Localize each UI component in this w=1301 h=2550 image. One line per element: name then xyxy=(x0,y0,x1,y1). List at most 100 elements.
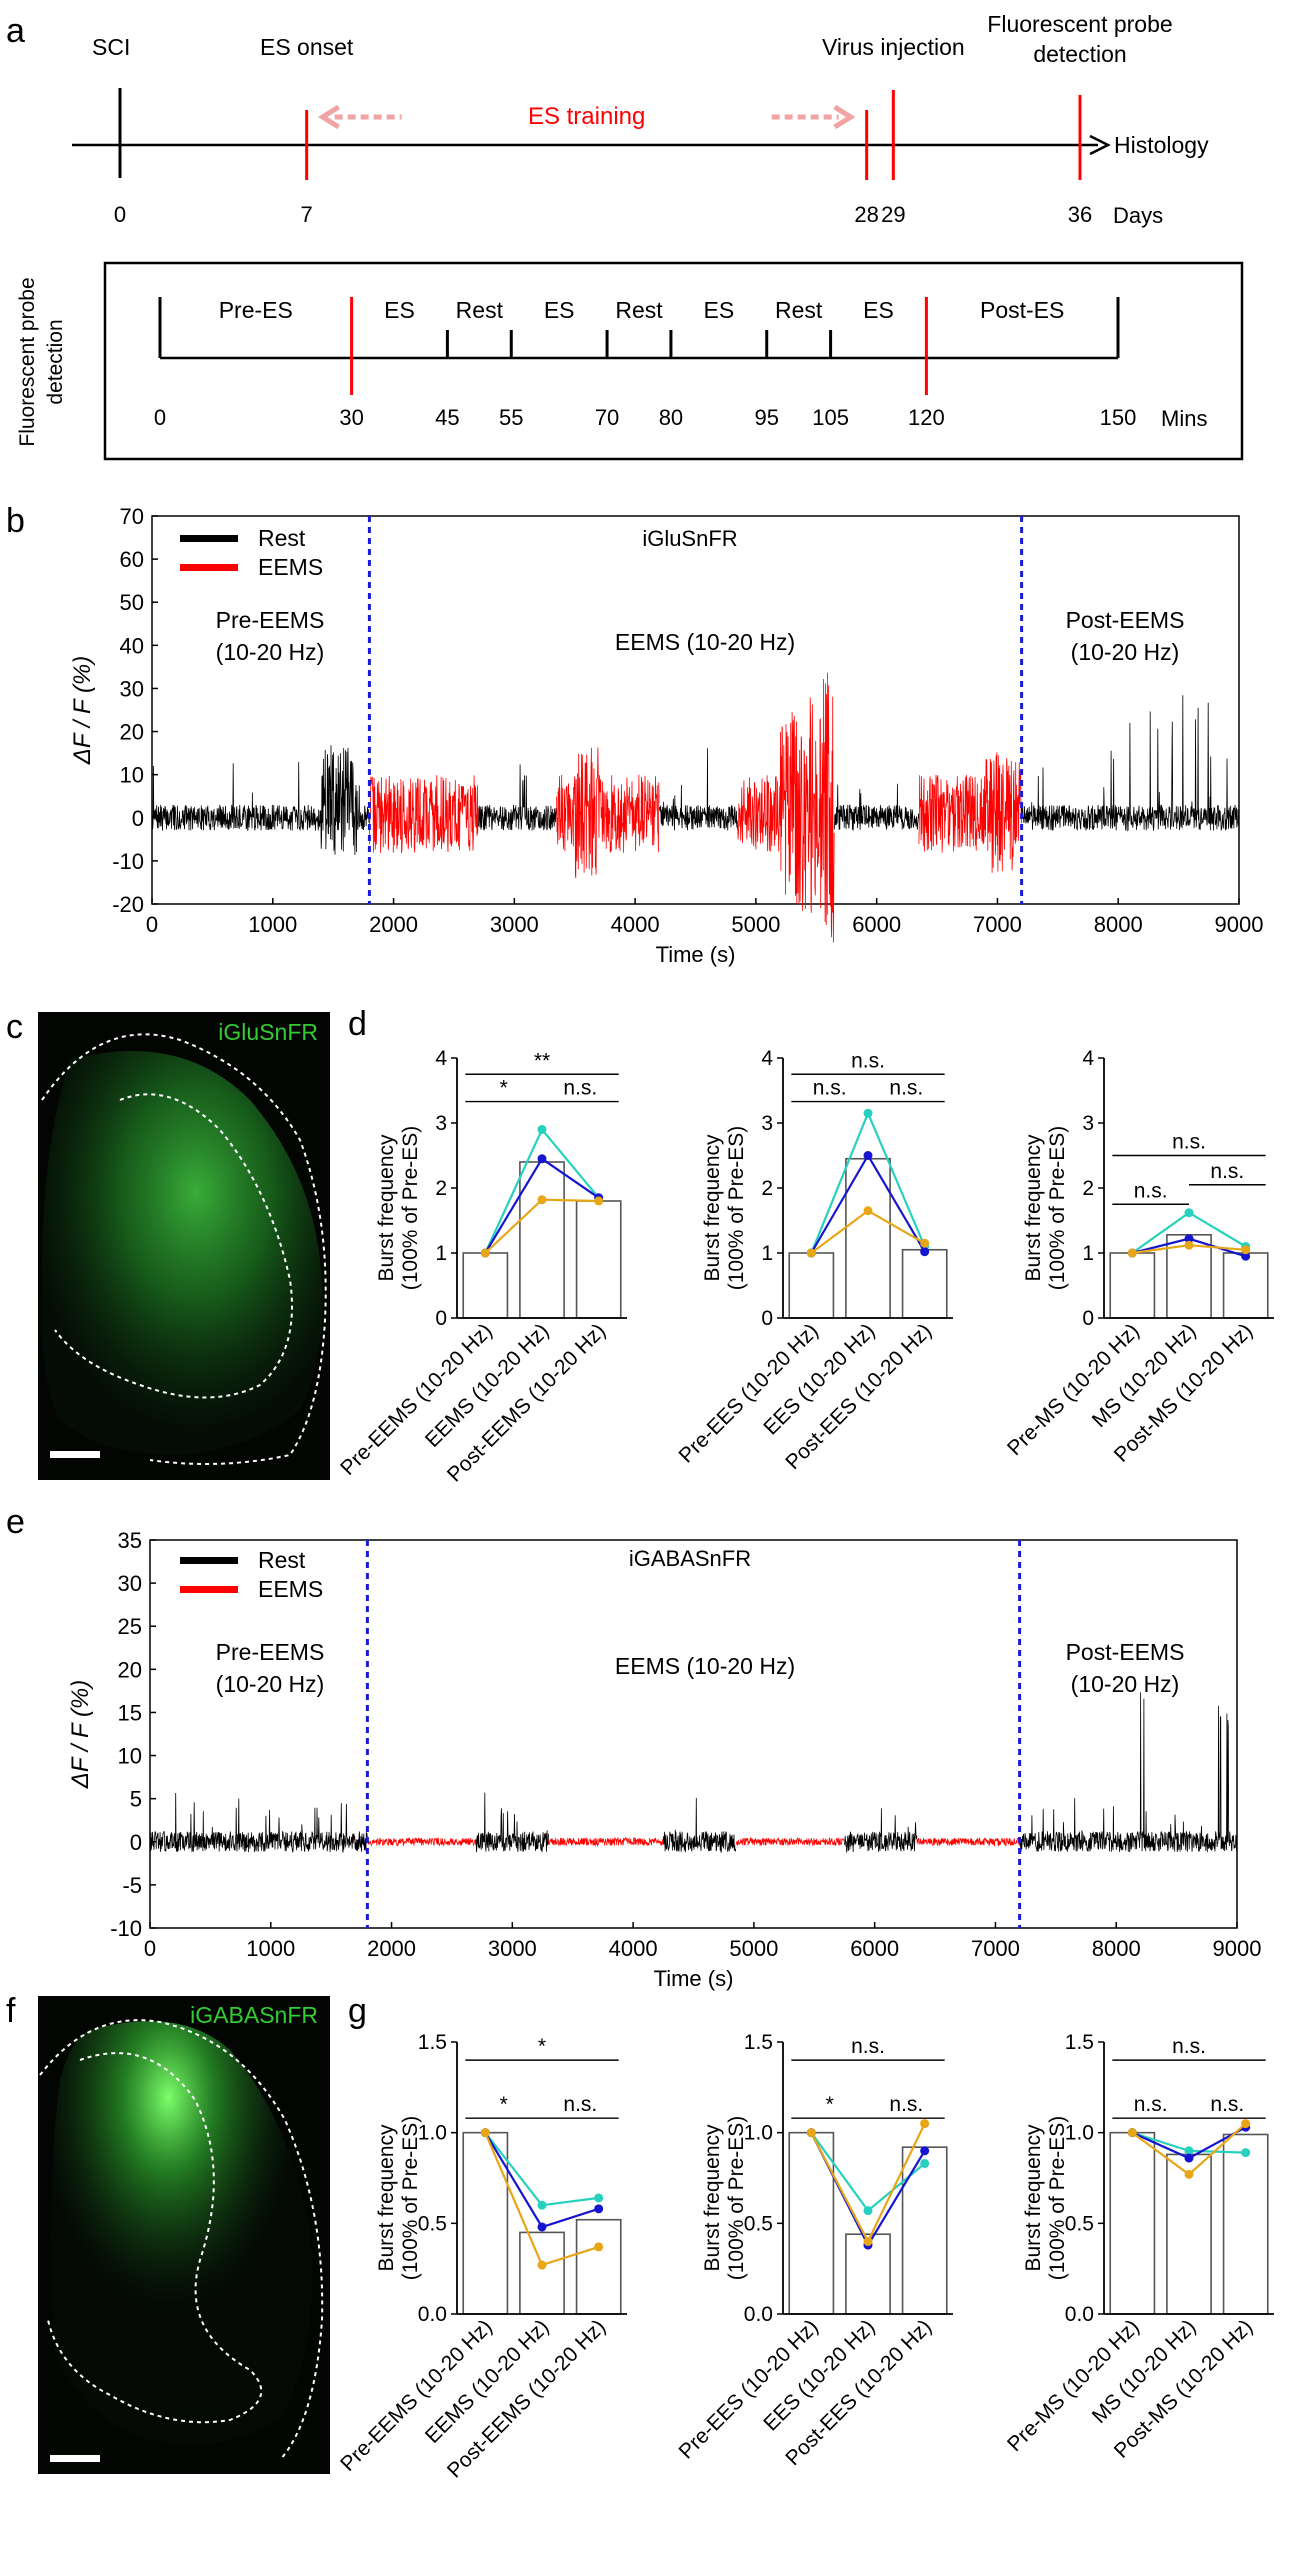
subject-point xyxy=(920,2119,930,2129)
significance-label: n.s. xyxy=(1134,1179,1168,1202)
subject-point xyxy=(920,1247,930,1257)
y-tick-label: 25 xyxy=(118,1614,142,1639)
trace-segment-eems xyxy=(916,1836,1020,1847)
event-label: Virus injection xyxy=(822,34,965,60)
session-tick-label: 55 xyxy=(499,405,523,430)
legend-rest-label: Rest xyxy=(258,1547,306,1573)
subject-point xyxy=(920,1238,930,1248)
legend-rest-swatch xyxy=(180,1557,238,1564)
scale-bar-f xyxy=(50,2455,100,2462)
trace-segment-rest xyxy=(475,1792,549,1853)
y-tick-label: 30 xyxy=(118,1571,142,1596)
bar xyxy=(519,2231,565,2315)
trace-segment-eems xyxy=(369,775,479,854)
session-tick-label: 30 xyxy=(339,405,363,430)
panel-b: b 0 1000 2000 3000 4000 5000 6000 7000 8000 9000 -… xyxy=(6,502,1263,967)
y-tick-label: 50 xyxy=(120,590,144,615)
training-label: ES training xyxy=(528,103,645,130)
y-tick-label: 1.0 xyxy=(744,2122,773,2145)
trace-segment-eems xyxy=(918,752,1022,873)
timeline-tick-label: 29 xyxy=(881,202,905,227)
y-tick-label: 20 xyxy=(118,1657,142,1682)
y-tick-label: 60 xyxy=(120,547,144,572)
y-tick-label: 4 xyxy=(761,1047,773,1070)
y-tick-label: 0.5 xyxy=(418,2212,447,2235)
significance-label: n.s. xyxy=(1172,2035,1206,2058)
x-tick-label: 6000 xyxy=(850,1936,899,1961)
pre-label-e-1: Pre-EEMS xyxy=(216,1639,325,1665)
timeline-end-label: Histology xyxy=(1114,132,1209,158)
significance-label: n.s. xyxy=(1210,1160,1244,1183)
y-tick-label: 40 xyxy=(120,633,144,658)
legend-eems-swatch xyxy=(180,1586,238,1593)
bar xyxy=(1109,2131,1156,2315)
event-label: SCI xyxy=(92,34,130,60)
session-side-label-line1: Fluorescent probe xyxy=(16,277,39,446)
subject-point xyxy=(1127,1248,1137,1258)
session-phase-label: Rest xyxy=(615,297,663,323)
y-axis-label-line2: (100% of Pre-ES) xyxy=(725,2116,748,2281)
y-tick-label: 1 xyxy=(1082,1242,1094,1265)
event-label: ES onset xyxy=(260,34,354,60)
legend-rest-label: Rest xyxy=(258,525,306,551)
significance-label: n.s. xyxy=(889,1077,923,1100)
x-tick-label: 4000 xyxy=(611,912,660,937)
subject-point xyxy=(863,1151,873,1160)
y-axis-label-line2: (100% of Pre-ES) xyxy=(399,1126,422,1291)
significance-label: n.s. xyxy=(889,2093,923,2116)
subject-point xyxy=(1241,1245,1251,1255)
post-label-b-2: (10-20 Hz) xyxy=(1071,639,1180,665)
y-tick-label: 4 xyxy=(435,1047,447,1070)
timeline-unit-label: Days xyxy=(1113,203,1163,228)
grey-matter-boundary xyxy=(54,1093,293,1399)
y-axis-label-line1: Burst frequency xyxy=(1022,1134,1045,1282)
y-tick-label: 0.5 xyxy=(744,2212,773,2235)
y-axis-label-line1: Burst frequency xyxy=(701,1134,724,1282)
session-phase-label: ES xyxy=(384,297,415,323)
y-tick-label: 35 xyxy=(118,1528,142,1553)
panel-letter-b: b xyxy=(6,502,25,540)
tissue-region xyxy=(51,2021,312,2445)
x-tick-label: 4000 xyxy=(609,1936,658,1961)
tissue-region xyxy=(41,1051,323,1455)
trace-segment-rest xyxy=(477,764,557,831)
subject-point xyxy=(594,2193,604,2203)
session-phase-label: ES xyxy=(703,297,734,323)
legend-e: Rest EEMS xyxy=(180,1547,323,1602)
bar xyxy=(462,1252,509,1319)
session-phase-label: ES xyxy=(863,297,894,323)
session-tick-label: 45 xyxy=(435,405,459,430)
session-tick-label: 0 xyxy=(154,405,166,430)
session-phase-label: Post-ES xyxy=(980,297,1064,323)
y-tick-label: 70 xyxy=(120,504,144,529)
y-tick-label: 2 xyxy=(1082,1177,1094,1200)
event-label-line1: Fluorescent probe xyxy=(987,11,1172,37)
trace-segment-rest xyxy=(1019,1692,1238,1853)
image-label-c: iGluSnFR xyxy=(218,1019,318,1045)
trace-segment-rest xyxy=(662,1797,737,1853)
y-axis-label-line2: (100% of Pre-ES) xyxy=(1046,1126,1069,1291)
y-tick-label: 1.0 xyxy=(1065,2122,1094,2145)
y-tick-label: 0 xyxy=(435,1307,447,1330)
trace-segment-rest xyxy=(1021,695,1240,832)
session-tick-label: 70 xyxy=(595,405,619,430)
x-axis-label: Time (s) xyxy=(656,942,736,967)
significance-label: * xyxy=(538,2035,546,2058)
y-axis-label-line1: Burst frequency xyxy=(701,2124,724,2272)
panel-c: c iGluSnFR xyxy=(6,1008,330,1480)
trace-segment-eems xyxy=(556,747,660,879)
post-label-e-2: (10-20 Hz) xyxy=(1071,1671,1180,1697)
subject-point xyxy=(537,1125,547,1134)
significance-label: n.s. xyxy=(851,1049,885,1072)
y-tick-label: 1.5 xyxy=(418,2031,447,2054)
x-tick-label: 1000 xyxy=(246,1936,295,1961)
x-tick-label: 3000 xyxy=(488,1936,537,1961)
x-tick-label: 7000 xyxy=(971,1936,1020,1961)
chart-title-e: iGABASnFR xyxy=(629,1546,751,1571)
pre-label-b-2: (10-20 Hz) xyxy=(216,639,325,665)
timeline-tick-label: 28 xyxy=(854,202,878,227)
significance-label: n.s. xyxy=(563,1077,597,1100)
